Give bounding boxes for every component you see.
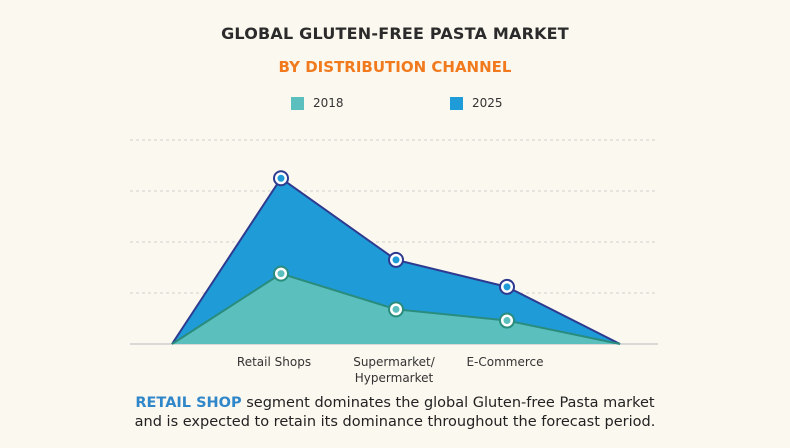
x-tick-label-ecommerce: E-Commerce — [450, 354, 560, 370]
chart-title: GLOBAL GLUTEN-FREE PASTA MARKET — [221, 24, 569, 43]
legend-swatch-2018 — [291, 96, 304, 110]
x-tick-label-retail-shops-line1: Retail Shops — [236, 355, 312, 369]
legend-label-2018: 2018 — [313, 96, 344, 110]
legend-item-2018: 2018 — [291, 95, 344, 111]
footer-caption: RETAIL SHOP segment dominates the global… — [0, 394, 790, 432]
point-dot-2025-0 — [277, 174, 285, 182]
point-dot-2018-1 — [392, 305, 400, 313]
x-tick-label-supermarket-line2: Hypermarket — [354, 371, 434, 385]
x-tick-label-supermarket: Supermarket/ Hypermarket — [334, 354, 454, 386]
x-tick-label-ecommerce-line1: E-Commerce — [466, 355, 544, 369]
x-tick-label-supermarket-line1: Supermarket/ — [353, 355, 435, 369]
point-dot-2025-1 — [392, 256, 400, 264]
legend-label-2025: 2025 — [472, 96, 503, 110]
legend-item-2025: 2025 — [450, 95, 503, 111]
footer-line-2: and is expected to retain its dominance … — [134, 414, 656, 430]
chart-subtitle: BY DISTRIBUTION CHANNEL — [278, 58, 512, 76]
x-tick-label-retail-shops: Retail Shops — [219, 354, 329, 370]
legend-swatch-2025 — [450, 96, 463, 110]
point-dot-2018-2 — [503, 317, 511, 325]
footer-line-1: RETAIL SHOP segment dominates the global… — [0, 394, 790, 413]
point-dot-2025-2 — [503, 283, 511, 291]
point-dot-2018-0 — [277, 270, 285, 278]
footer-highlight: RETAIL SHOP — [135, 395, 242, 411]
footer-line1-rest: segment dominates the global Gluten-free… — [241, 395, 655, 411]
